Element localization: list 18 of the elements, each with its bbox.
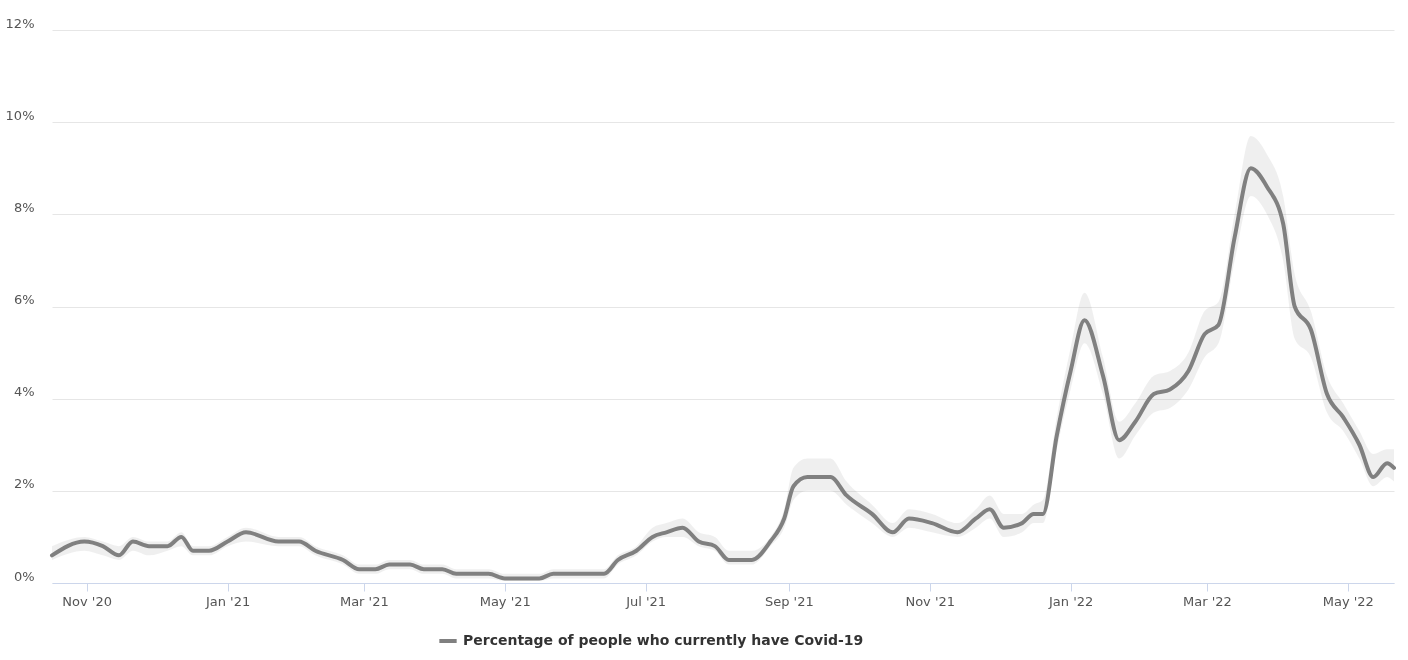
y-tick-label: 2% xyxy=(13,476,35,492)
x-tick-label: Nov '20 xyxy=(62,593,112,609)
y-tick-label: 12% xyxy=(5,15,35,31)
x-tick-label: May '22 xyxy=(1322,593,1374,609)
y-tick-label: 6% xyxy=(13,292,35,307)
y-tick-label: 8% xyxy=(13,199,35,215)
x-tick-label: May '21 xyxy=(479,593,531,609)
x-tick-label: Sep '21 xyxy=(764,593,814,609)
x-tick-label: Jan '22 xyxy=(1047,593,1094,609)
legend-label: Percentage of people who currently have Covid-19 xyxy=(463,632,864,648)
x-tick-label: Nov '21 xyxy=(905,593,956,609)
x-tick-label: Mar '21 xyxy=(339,593,389,609)
y-tick-label: 0% xyxy=(13,568,35,584)
y-tick-label: 10% xyxy=(5,107,35,123)
x-tick-label: Jul '21 xyxy=(625,593,667,609)
x-tick-label: Jan '21 xyxy=(204,593,251,609)
x-tick-label: Mar '22 xyxy=(1183,593,1232,609)
y-tick-label: 4% xyxy=(13,384,35,400)
